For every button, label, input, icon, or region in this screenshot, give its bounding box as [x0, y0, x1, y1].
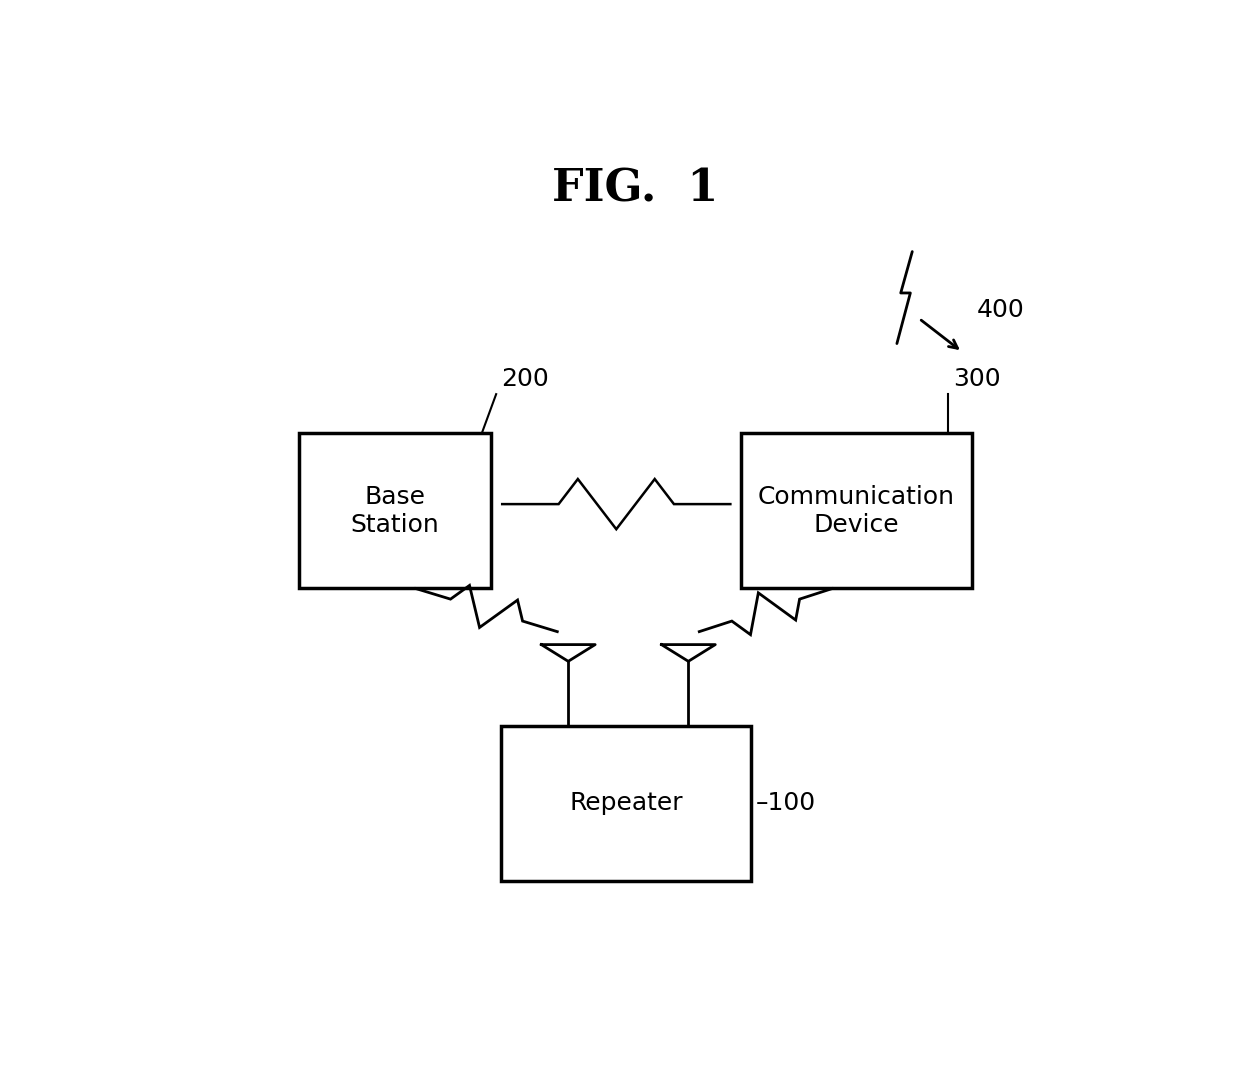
Text: 200: 200	[501, 367, 549, 391]
Text: Base
Station: Base Station	[351, 485, 440, 536]
Bar	[299, 433, 491, 589]
Bar	[501, 727, 750, 881]
Text: 300: 300	[952, 367, 1001, 391]
Text: Repeater: Repeater	[569, 792, 683, 816]
Text: 400: 400	[977, 299, 1024, 323]
Text: FIG.  1: FIG. 1	[552, 168, 719, 211]
Text: –100: –100	[755, 792, 816, 816]
Bar	[742, 433, 972, 589]
Text: Communication
Device: Communication Device	[758, 485, 955, 536]
